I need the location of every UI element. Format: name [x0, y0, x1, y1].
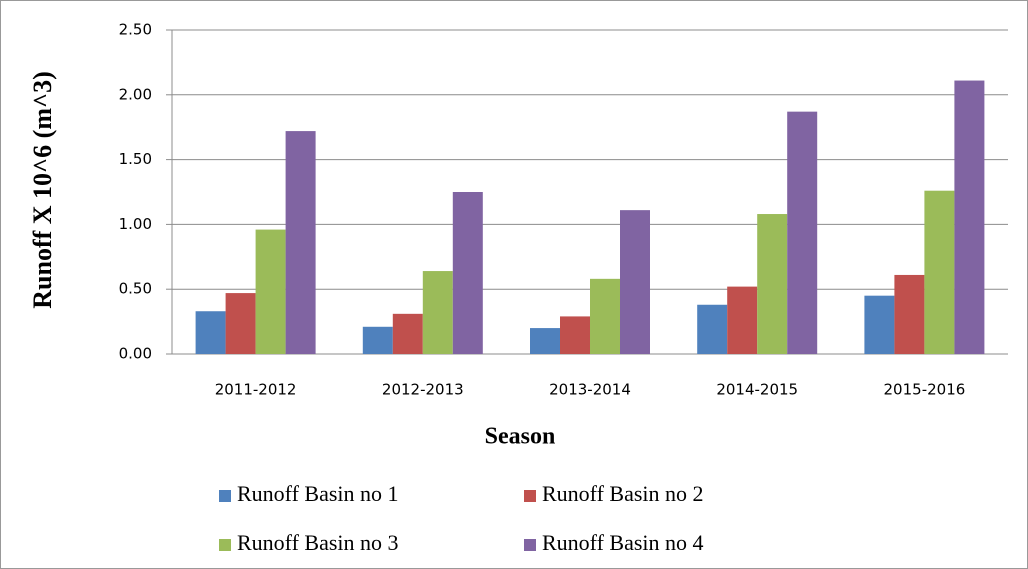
- bar: [620, 210, 650, 354]
- bar: [697, 304, 728, 354]
- bar: [225, 293, 256, 354]
- bar: [195, 311, 226, 354]
- bar: [285, 131, 316, 354]
- y-axis-title: Runoff X 10^6 (m^3): [28, 71, 57, 308]
- bar: [727, 286, 758, 354]
- y-tick-label: 2.50: [119, 21, 152, 39]
- legend-label: Runoff Basin no 4: [542, 530, 704, 555]
- y-tick-label: 0.50: [119, 280, 152, 298]
- legend-label: Runoff Basin no 1: [237, 481, 399, 506]
- y-tick-label: 2.00: [119, 85, 152, 103]
- bar: [452, 192, 483, 354]
- x-tick-label: 2014-2015: [716, 381, 798, 399]
- bar: [787, 111, 818, 354]
- bar: [954, 80, 985, 354]
- bar: [757, 214, 788, 354]
- legend-label: Runoff Basin no 3: [237, 530, 399, 555]
- y-tick-label: 1.00: [119, 215, 152, 233]
- bar: [255, 229, 286, 354]
- bar: [894, 274, 925, 354]
- bar: [924, 190, 955, 354]
- bar: [864, 295, 895, 354]
- bar: [530, 328, 560, 354]
- x-tick-label: 2015-2016: [884, 381, 966, 399]
- y-tick-label: 0.00: [119, 345, 152, 363]
- bar: [392, 313, 423, 354]
- legend-swatch: [219, 490, 231, 502]
- bar: [590, 278, 620, 354]
- legend-swatch: [219, 539, 231, 551]
- x-tick-label: 2013-2014: [549, 381, 631, 399]
- legend-label: Runoff Basin no 2: [542, 481, 704, 506]
- bar: [362, 326, 393, 354]
- x-axis-title: Season: [485, 424, 556, 450]
- legend-swatch: [524, 539, 536, 551]
- x-tick-label: 2011-2012: [215, 381, 297, 399]
- y-tick-label: 1.50: [119, 150, 152, 168]
- bar: [560, 316, 590, 354]
- legend-swatch: [524, 490, 536, 502]
- bar: [422, 271, 453, 354]
- x-tick-label: 2012-2013: [382, 381, 464, 399]
